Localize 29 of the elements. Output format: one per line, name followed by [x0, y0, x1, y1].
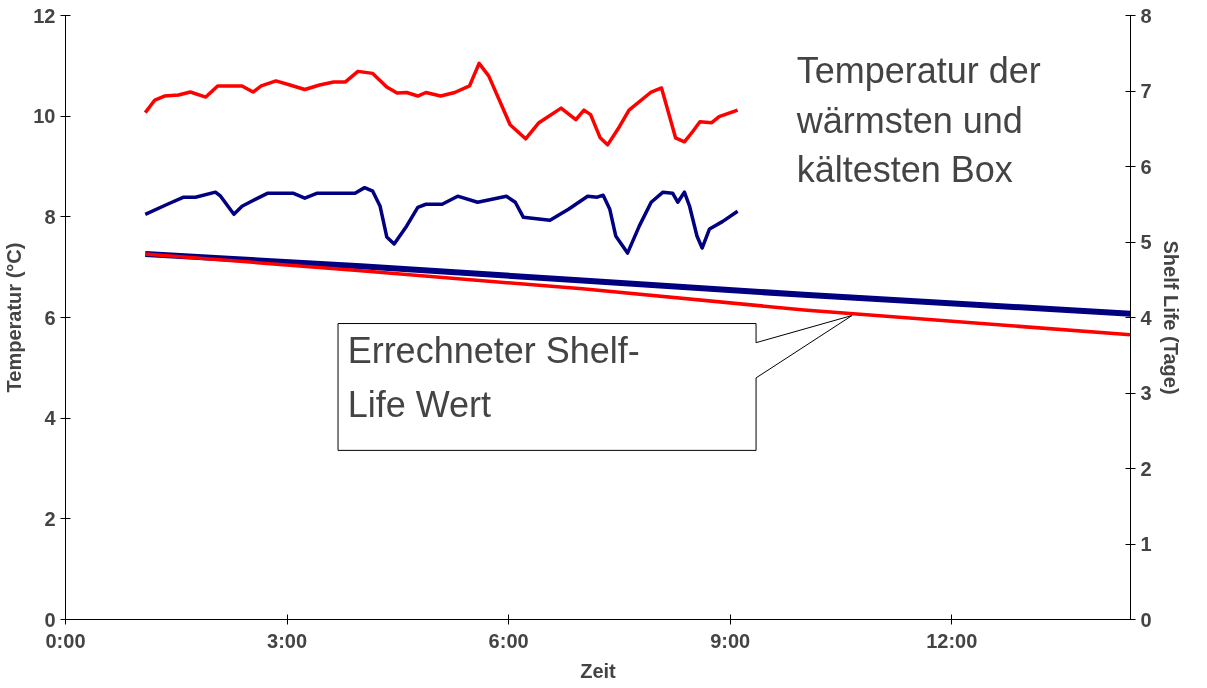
- x-axis-title: Zeit: [580, 659, 617, 682]
- x-tick-label: 3:00: [267, 629, 308, 652]
- x-tick-label: 0:00: [45, 629, 86, 652]
- annotation: Errechneter Shelf-Life Wert: [347, 329, 640, 425]
- y-tick-label: 12: [33, 4, 56, 27]
- y2-tick-label: 7: [1140, 80, 1152, 102]
- y2-tick-label: 2: [1140, 457, 1152, 480]
- y2-tick-label: 3: [1140, 382, 1152, 404]
- x-tick-label: 12:00: [926, 629, 978, 652]
- y2-axis-title: Shelf Life (Tage): [1159, 240, 1182, 395]
- line-series: [143, 252, 1131, 337]
- y-tick-label: 8: [44, 205, 56, 228]
- annotation: Temperatur der wärmsten und kältesten Box: [795, 50, 1041, 191]
- y-tick-label: 10: [33, 105, 56, 128]
- y-tick-label: 6: [44, 306, 56, 329]
- y2-tick-label: 6: [1140, 155, 1152, 178]
- y-tick-label: 0: [44, 608, 56, 631]
- y2-tick-label: 1: [1140, 533, 1152, 555]
- x-tick-label: 6:00: [488, 629, 529, 652]
- y-axis-title: Temperatur (°C): [3, 242, 26, 393]
- y-tick-label: 4: [44, 407, 57, 430]
- y2-tick-label: 8: [1140, 4, 1152, 27]
- line-series: [143, 61, 740, 147]
- x-tick-label: 9:00: [710, 629, 751, 652]
- line-series: [143, 185, 740, 255]
- y2-tick-label: 0: [1140, 608, 1152, 631]
- y2-tick-label: 4: [1140, 306, 1153, 329]
- y-tick-label: 2: [44, 507, 56, 530]
- y2-tick-label: 5: [1140, 231, 1152, 253]
